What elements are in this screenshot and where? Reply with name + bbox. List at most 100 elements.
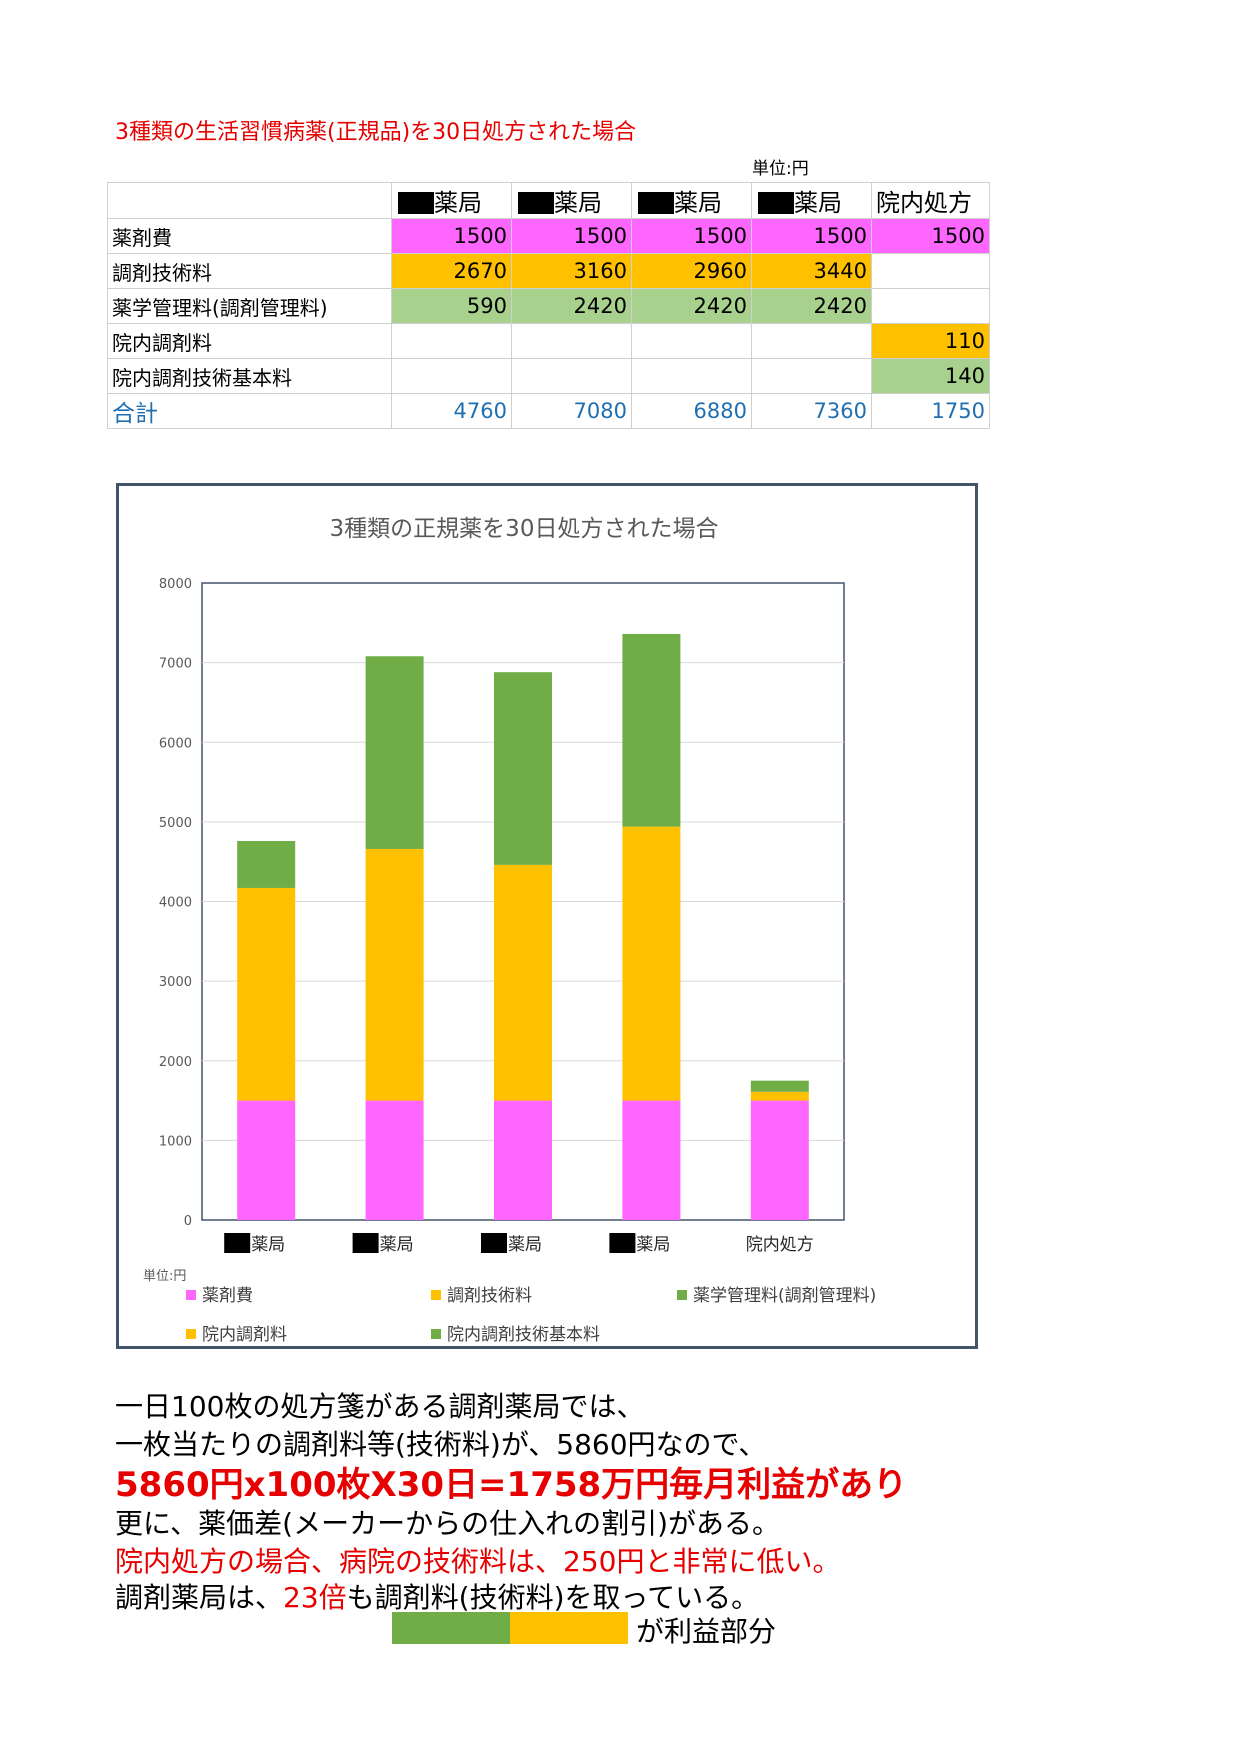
legend-item: 院内調剤技術基本料 [431, 1320, 600, 1345]
legend-item: 院内調剤料 [186, 1320, 287, 1345]
text-line-2: 一枚当たりの調剤料等(技術料)が、5860円なので、 [115, 1428, 767, 1461]
chart-frame: 3種類の正規薬を30日処方された場合 0 1000 2000 3000 4000 5000… [116, 483, 978, 1349]
table-cell [631, 358, 752, 394]
bar-segment [237, 840, 296, 888]
table-row: 薬剤費 1500 1500 1500 1500 1500 [107, 218, 990, 254]
row-label: 調剤技術料 [107, 253, 392, 289]
table-cell: 1500 [751, 218, 872, 254]
table-cell [391, 358, 512, 394]
redaction-block [481, 1233, 507, 1253]
legend-item: 調剤技術料 [431, 1281, 532, 1306]
bar-segment [750, 1100, 809, 1220]
legend-swatch [186, 1290, 196, 1300]
legend-swatch [431, 1290, 441, 1300]
table-row: 調剤技術料 2670 3160 2960 3440 [107, 253, 990, 289]
table-cell [511, 358, 632, 394]
legend-swatch [186, 1329, 196, 1339]
table-cell: 1500 [511, 218, 632, 254]
table-cell [871, 253, 990, 289]
y-tick-label: 6000 [159, 736, 192, 751]
text-line-4: 更に、薬価差(メーカーからの仕入れの割引)がある。 [115, 1507, 781, 1540]
bar-segment [622, 1100, 681, 1220]
table-cell: 2420 [511, 288, 632, 324]
total-label: 合計 [107, 393, 392, 429]
svg-text:薬局: 薬局 [380, 1235, 414, 1255]
total-cell: 4760 [391, 393, 512, 429]
redaction-block [518, 192, 554, 214]
svg-text:薬局: 薬局 [251, 1235, 285, 1255]
table-cell [631, 323, 752, 359]
cost-table: 薬局 薬局 薬局 薬局 院内処方 薬剤費 1500 1500 1500 1500… [107, 182, 990, 429]
header-blank-cell [107, 182, 392, 219]
orange-swatch [510, 1612, 628, 1644]
table-cell [871, 288, 990, 324]
table-header-row: 薬局 薬局 薬局 薬局 院内処方 [107, 182, 990, 219]
redaction-block [758, 192, 794, 214]
column-header: 薬局 [511, 182, 632, 219]
chart-unit-label: 単位:円 [143, 1268, 186, 1284]
chart-title: 3種類の正規薬を30日処方された場合 [330, 516, 719, 542]
svg-text:薬局: 薬局 [508, 1235, 542, 1255]
bar-segment [494, 672, 552, 865]
table-cell: 140 [871, 358, 990, 394]
x-category-label: 薬局 [481, 1233, 542, 1255]
row-label: 院内調剤技術基本料 [107, 358, 392, 394]
table-row: 薬学管理料(調剤管理料) 590 2420 2420 2420 [107, 288, 990, 324]
bar-segment [365, 1100, 424, 1220]
bar-segment [494, 1100, 552, 1220]
x-category-label: 薬局 [224, 1233, 285, 1255]
text-line-6: 調剤薬局は、23倍も調剤料(技術料)を取っている。 [115, 1576, 759, 1616]
legend-label: 薬剤費 [202, 1286, 253, 1306]
x-category-label: 院内処方 [746, 1235, 814, 1255]
table-cell: 1500 [631, 218, 752, 254]
y-tick-label: 3000 [159, 975, 192, 990]
row-label: 薬剤費 [107, 218, 392, 254]
document-title: 3種類の生活習慣病薬(正規品)を30日処方された場合 [115, 120, 637, 145]
total-cell: 7360 [751, 393, 872, 429]
row-label: 薬学管理料(調剤管理料) [107, 288, 392, 324]
redaction-block [609, 1233, 636, 1253]
redaction-block [224, 1233, 251, 1253]
table-cell: 590 [391, 288, 512, 324]
bar-segment [622, 826, 681, 1101]
y-tick-label: 7000 [159, 657, 192, 672]
column-header: 薬局 [631, 182, 752, 219]
bar-segment [237, 1100, 296, 1220]
table-cell: 3160 [511, 253, 632, 289]
unit-label: 単位:円 [752, 159, 809, 179]
column-header: 薬局 [751, 182, 872, 219]
y-tick-label: 5000 [159, 816, 192, 831]
redaction-block [352, 1233, 379, 1253]
y-tick-label: 0 [184, 1214, 192, 1229]
legend-label: 調剤技術料 [447, 1286, 532, 1306]
legend-label: 院内調剤技術基本料 [447, 1325, 600, 1345]
bar-segment [750, 1091, 809, 1101]
total-cell: 6880 [631, 393, 752, 429]
bar-segment [494, 864, 552, 1101]
table-cell [751, 358, 872, 394]
bar-segment [750, 1080, 809, 1092]
table-cell: 2670 [391, 253, 512, 289]
bar-segment [365, 848, 424, 1101]
table-cell [391, 323, 512, 359]
legend-label: 院内調剤料 [202, 1325, 287, 1345]
table-cell: 2420 [631, 288, 752, 324]
text-line-6-highlight: 23倍 [283, 1581, 347, 1614]
bar-segment [237, 887, 296, 1101]
y-tick-label: 4000 [159, 896, 192, 911]
legend-item: 薬剤費 [186, 1281, 253, 1306]
table-cell: 1500 [871, 218, 990, 254]
x-category-label: 薬局 [609, 1233, 670, 1255]
redaction-block [638, 192, 674, 214]
legend-swatch [431, 1329, 441, 1339]
y-tick-label: 1000 [159, 1134, 192, 1149]
green-swatch [392, 1612, 510, 1644]
x-category-label: 薬局 [352, 1233, 414, 1255]
bar-segment [365, 656, 424, 849]
y-tick-label: 8000 [159, 577, 192, 592]
table-cell: 3440 [751, 253, 872, 289]
table-cell [751, 323, 872, 359]
legend-item: 薬学管理料(調剤管理料) [677, 1281, 876, 1306]
text-line-6-part-c: も調剤料(技術料)を取っている。 [346, 1581, 760, 1614]
stacked-bar-chart: 3種類の正規薬を30日処方された場合 0 1000 2000 3000 4000 5000… [143, 516, 845, 1284]
